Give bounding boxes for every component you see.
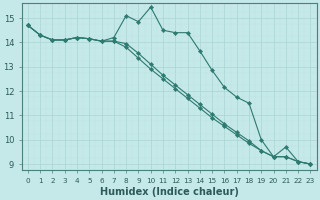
X-axis label: Humidex (Indice chaleur): Humidex (Indice chaleur) (100, 187, 239, 197)
